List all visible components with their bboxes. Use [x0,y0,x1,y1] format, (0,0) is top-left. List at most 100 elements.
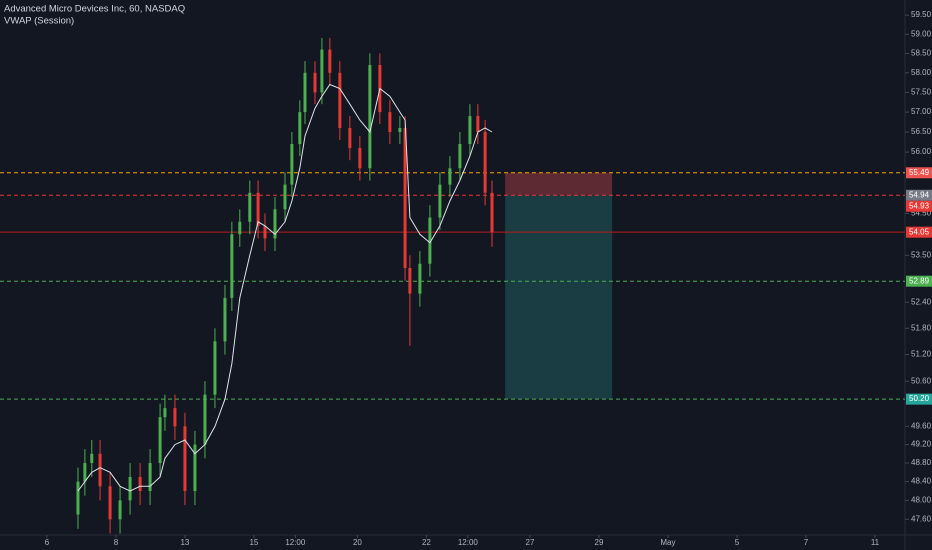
candle-body [148,463,152,491]
candle-body [458,144,462,169]
candle-body [483,132,487,193]
x-tick-label: 5 [735,538,740,547]
candle-body [76,481,80,515]
candle-body [183,426,187,491]
candle-body [248,192,252,222]
y-tick-label: 59.50 [911,10,932,19]
candle-body [428,217,432,264]
candle-body [403,128,407,268]
price-tag-label: 54.05 [909,227,930,236]
candle-body [223,297,227,342]
candle-body [468,116,472,145]
y-tick-label: 54.50 [911,209,932,218]
candle-body [256,192,260,226]
candle-body [128,476,132,501]
y-tick-label: 48.00 [911,495,932,504]
x-tick-label: 12:00 [458,538,479,547]
candle-body [98,453,102,487]
candle-body [108,486,112,520]
x-tick-label: 15 [249,538,258,547]
x-tick-label: 12:00 [285,538,306,547]
y-tick-label: 50.60 [911,376,932,385]
y-tick-label: 56.50 [911,127,932,136]
y-tick-label: 58.50 [911,49,932,58]
candle-body [418,263,422,294]
candle-body [173,408,177,427]
y-tick-label: 52.40 [911,297,932,306]
price-tag [906,189,932,201]
price-tag [906,275,932,287]
price-tag [906,200,932,212]
price-tag-label: 55.49 [909,168,930,177]
y-tick-label: 58.00 [911,68,932,77]
price-tag [906,167,932,179]
candle-body [193,444,197,491]
candle-body [118,500,122,520]
y-tick-label: 53.50 [911,250,932,259]
y-tick-label: 47.60 [911,514,932,523]
y-tick-label: 57.50 [911,87,932,96]
candle-body [213,341,217,395]
y-tick-label: 48.40 [911,477,932,486]
candle-body [303,72,307,113]
candle-body [368,65,372,169]
x-tick-label: 22 [422,538,431,547]
target-zone [505,195,613,400]
chart-title: Advanced Micro Devices Inc, 60, NASDAQ [4,4,185,15]
y-tick-label: 51.20 [911,350,932,359]
candle-body [438,184,442,218]
candle-body [313,72,317,93]
candle-body [273,209,277,239]
x-tick-label: 20 [353,538,362,547]
candle-body [263,225,267,239]
x-tick-label: 29 [595,538,604,547]
candle-body [388,112,392,133]
candle-body [398,128,402,133]
y-tick-label: 57.00 [911,107,932,116]
y-tick-label: 49.60 [911,421,932,430]
candle-body [298,112,302,145]
price-tag [906,226,932,238]
indicator-label: VWAP (Session) [4,16,74,27]
x-tick-label: 7 [804,538,809,547]
x-tick-label: 6 [45,538,50,547]
candle-body [203,394,207,445]
candle-body [320,49,324,93]
candle-body [90,453,94,464]
price-tag-label: 52.89 [909,276,930,285]
candle-body [283,184,287,210]
price-tag-label: 54.94 [909,190,930,199]
x-tick-label: May [660,538,675,547]
y-tick-label: 48.80 [911,458,932,467]
x-tick-label: 27 [526,538,535,547]
candle-body [328,49,332,73]
x-tick-label: 8 [114,538,119,547]
price-tag-label: 50.20 [909,394,930,403]
candle-body [158,417,162,464]
y-tick-label: 51.80 [911,323,932,332]
candle-body [138,476,142,491]
y-tick-label: 49.20 [911,440,932,449]
candle-body [476,116,480,133]
y-tick-label: 56.00 [911,147,932,156]
price-tag-label: 54.93 [909,201,930,210]
x-tick-label: 11 [871,538,880,547]
candle-body [448,168,452,185]
stop-zone [505,172,613,196]
candle-body [238,221,242,235]
candle-body [408,267,412,294]
candle-body [83,463,87,482]
candle-body [338,72,342,129]
y-tick-label: 59.00 [911,29,932,38]
candle-body [290,144,294,185]
price-tag [906,393,932,405]
candle-body [230,234,234,298]
vwap-line [77,83,493,492]
candle-body [358,148,362,169]
candle-body [348,128,352,149]
candle-body [490,192,494,233]
x-tick-label: 13 [180,538,189,547]
candle-body [163,408,167,418]
